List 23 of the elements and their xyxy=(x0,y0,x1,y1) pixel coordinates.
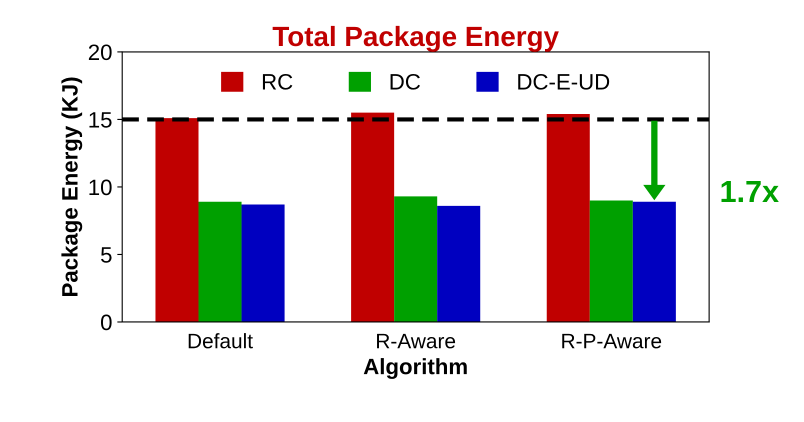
y-tick-label: 20 xyxy=(88,44,112,60)
legend-label: DC-E-UD xyxy=(518,74,610,90)
legend-label: RC xyxy=(262,74,292,90)
bar xyxy=(394,196,438,322)
legend-label: DC xyxy=(390,74,420,90)
bar xyxy=(437,206,480,322)
y-tick-label: 5 xyxy=(101,247,112,263)
bar xyxy=(546,114,590,322)
bar xyxy=(242,204,285,322)
bar xyxy=(351,112,394,322)
chart-title: Total Package Energy xyxy=(272,26,559,52)
x-tick-label: Default xyxy=(188,333,253,348)
y-axis-title: Package Energy (KJ) xyxy=(61,78,82,296)
bar xyxy=(155,118,199,322)
bar xyxy=(590,200,633,322)
bar xyxy=(198,202,242,322)
text: 1.7x xyxy=(722,181,779,202)
y-tick-label: 15 xyxy=(89,112,112,128)
x-tick-label: R-Aware xyxy=(377,334,456,348)
y-tick-label: 10 xyxy=(89,179,112,196)
x-axis-title: Algorithm xyxy=(364,358,467,379)
x-tick-label: R-P-Aware xyxy=(562,334,662,348)
y-tick-label: 0 xyxy=(100,314,112,330)
